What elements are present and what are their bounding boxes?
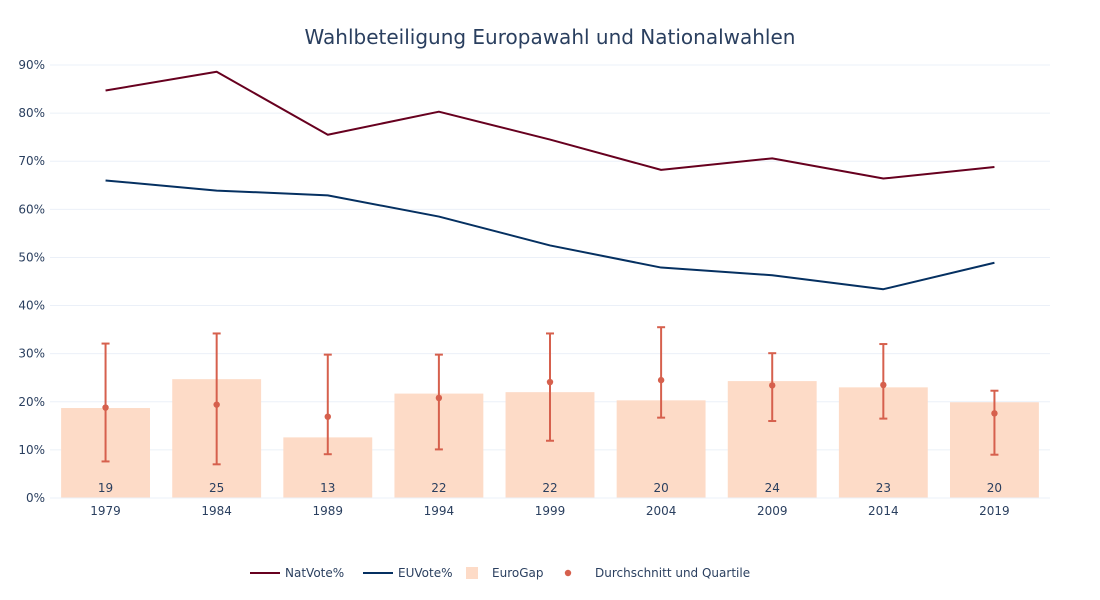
bar-value-label: 23 bbox=[876, 481, 891, 495]
y-axis-ticks: 0% 10% 20% 30% 40% 50% 60% 70% 80% 90% bbox=[18, 58, 45, 505]
x-tick-label: 2004 bbox=[646, 504, 677, 518]
bar-labels: 19 25 13 22 22 20 24 23 20 bbox=[98, 481, 1002, 495]
bar-value-label: 19 bbox=[98, 481, 113, 495]
errorbars-layer bbox=[101, 326, 999, 466]
mean-marker bbox=[657, 376, 665, 384]
legend-label: Durchschnitt und Quartile bbox=[595, 566, 750, 580]
chart-title: Wahlbeteiligung Europawahl und Nationalw… bbox=[305, 25, 796, 49]
legend[interactable]: NatVote% EUVote% EuroGap Durchschnitt und Q… bbox=[250, 566, 750, 580]
x-tick-label: 2014 bbox=[868, 504, 899, 518]
y-tick-label: 20% bbox=[18, 395, 45, 409]
legend-bar-swatch bbox=[466, 567, 478, 579]
y-tick-label: 10% bbox=[18, 443, 45, 457]
y-tick-label: 40% bbox=[18, 299, 45, 313]
x-tick-label: 1984 bbox=[201, 504, 232, 518]
legend-label: EUVote% bbox=[398, 566, 452, 580]
y-tick-label: 0% bbox=[26, 491, 45, 505]
mean-marker bbox=[102, 404, 109, 411]
legend-label: EuroGap bbox=[492, 566, 543, 580]
legend-item[interactable]: EuroGap bbox=[466, 566, 543, 580]
x-tick-label: 1999 bbox=[535, 504, 566, 518]
x-tick-label: 2019 bbox=[979, 504, 1010, 518]
bar-value-label: 25 bbox=[209, 481, 224, 495]
mean-marker bbox=[769, 382, 776, 389]
mean-marker bbox=[435, 394, 443, 402]
x-tick-label: 1989 bbox=[313, 504, 344, 518]
y-tick-label: 50% bbox=[18, 250, 45, 264]
mean-marker bbox=[991, 410, 998, 417]
y-tick-label: 70% bbox=[18, 154, 45, 168]
bar-value-label: 20 bbox=[987, 481, 1002, 495]
mean-marker bbox=[546, 378, 554, 386]
y-tick-label: 30% bbox=[18, 347, 45, 361]
legend-marker-swatch bbox=[564, 569, 572, 577]
legend-item[interactable]: Durchschnitt und Quartile bbox=[564, 566, 750, 580]
series-line bbox=[105, 70, 995, 180]
bar-value-label: 20 bbox=[653, 481, 668, 495]
bar-value-label: 22 bbox=[431, 481, 446, 495]
x-axis-ticks: 1979 1984 1989 1994 1999 2004 2009 2014 2019 bbox=[90, 504, 1009, 518]
x-tick-label: 1994 bbox=[424, 504, 455, 518]
x-tick-label: 1979 bbox=[90, 504, 121, 518]
series-line bbox=[105, 179, 995, 291]
x-tick-label: 2009 bbox=[757, 504, 788, 518]
legend-item[interactable]: NatVote% bbox=[250, 566, 344, 580]
y-tick-label: 60% bbox=[18, 202, 45, 216]
legend-label: NatVote% bbox=[285, 566, 344, 580]
mean-marker bbox=[324, 413, 331, 420]
bar-value-label: 24 bbox=[765, 481, 780, 495]
y-tick-label: 90% bbox=[18, 58, 45, 72]
bar-value-label: 22 bbox=[542, 481, 557, 495]
y-tick-label: 80% bbox=[18, 106, 45, 120]
legend-item[interactable]: EUVote% bbox=[363, 566, 452, 580]
lines-layer bbox=[105, 70, 995, 291]
mean-marker bbox=[213, 401, 220, 408]
bar-value-label: 13 bbox=[320, 481, 335, 495]
mean-marker bbox=[880, 381, 887, 389]
